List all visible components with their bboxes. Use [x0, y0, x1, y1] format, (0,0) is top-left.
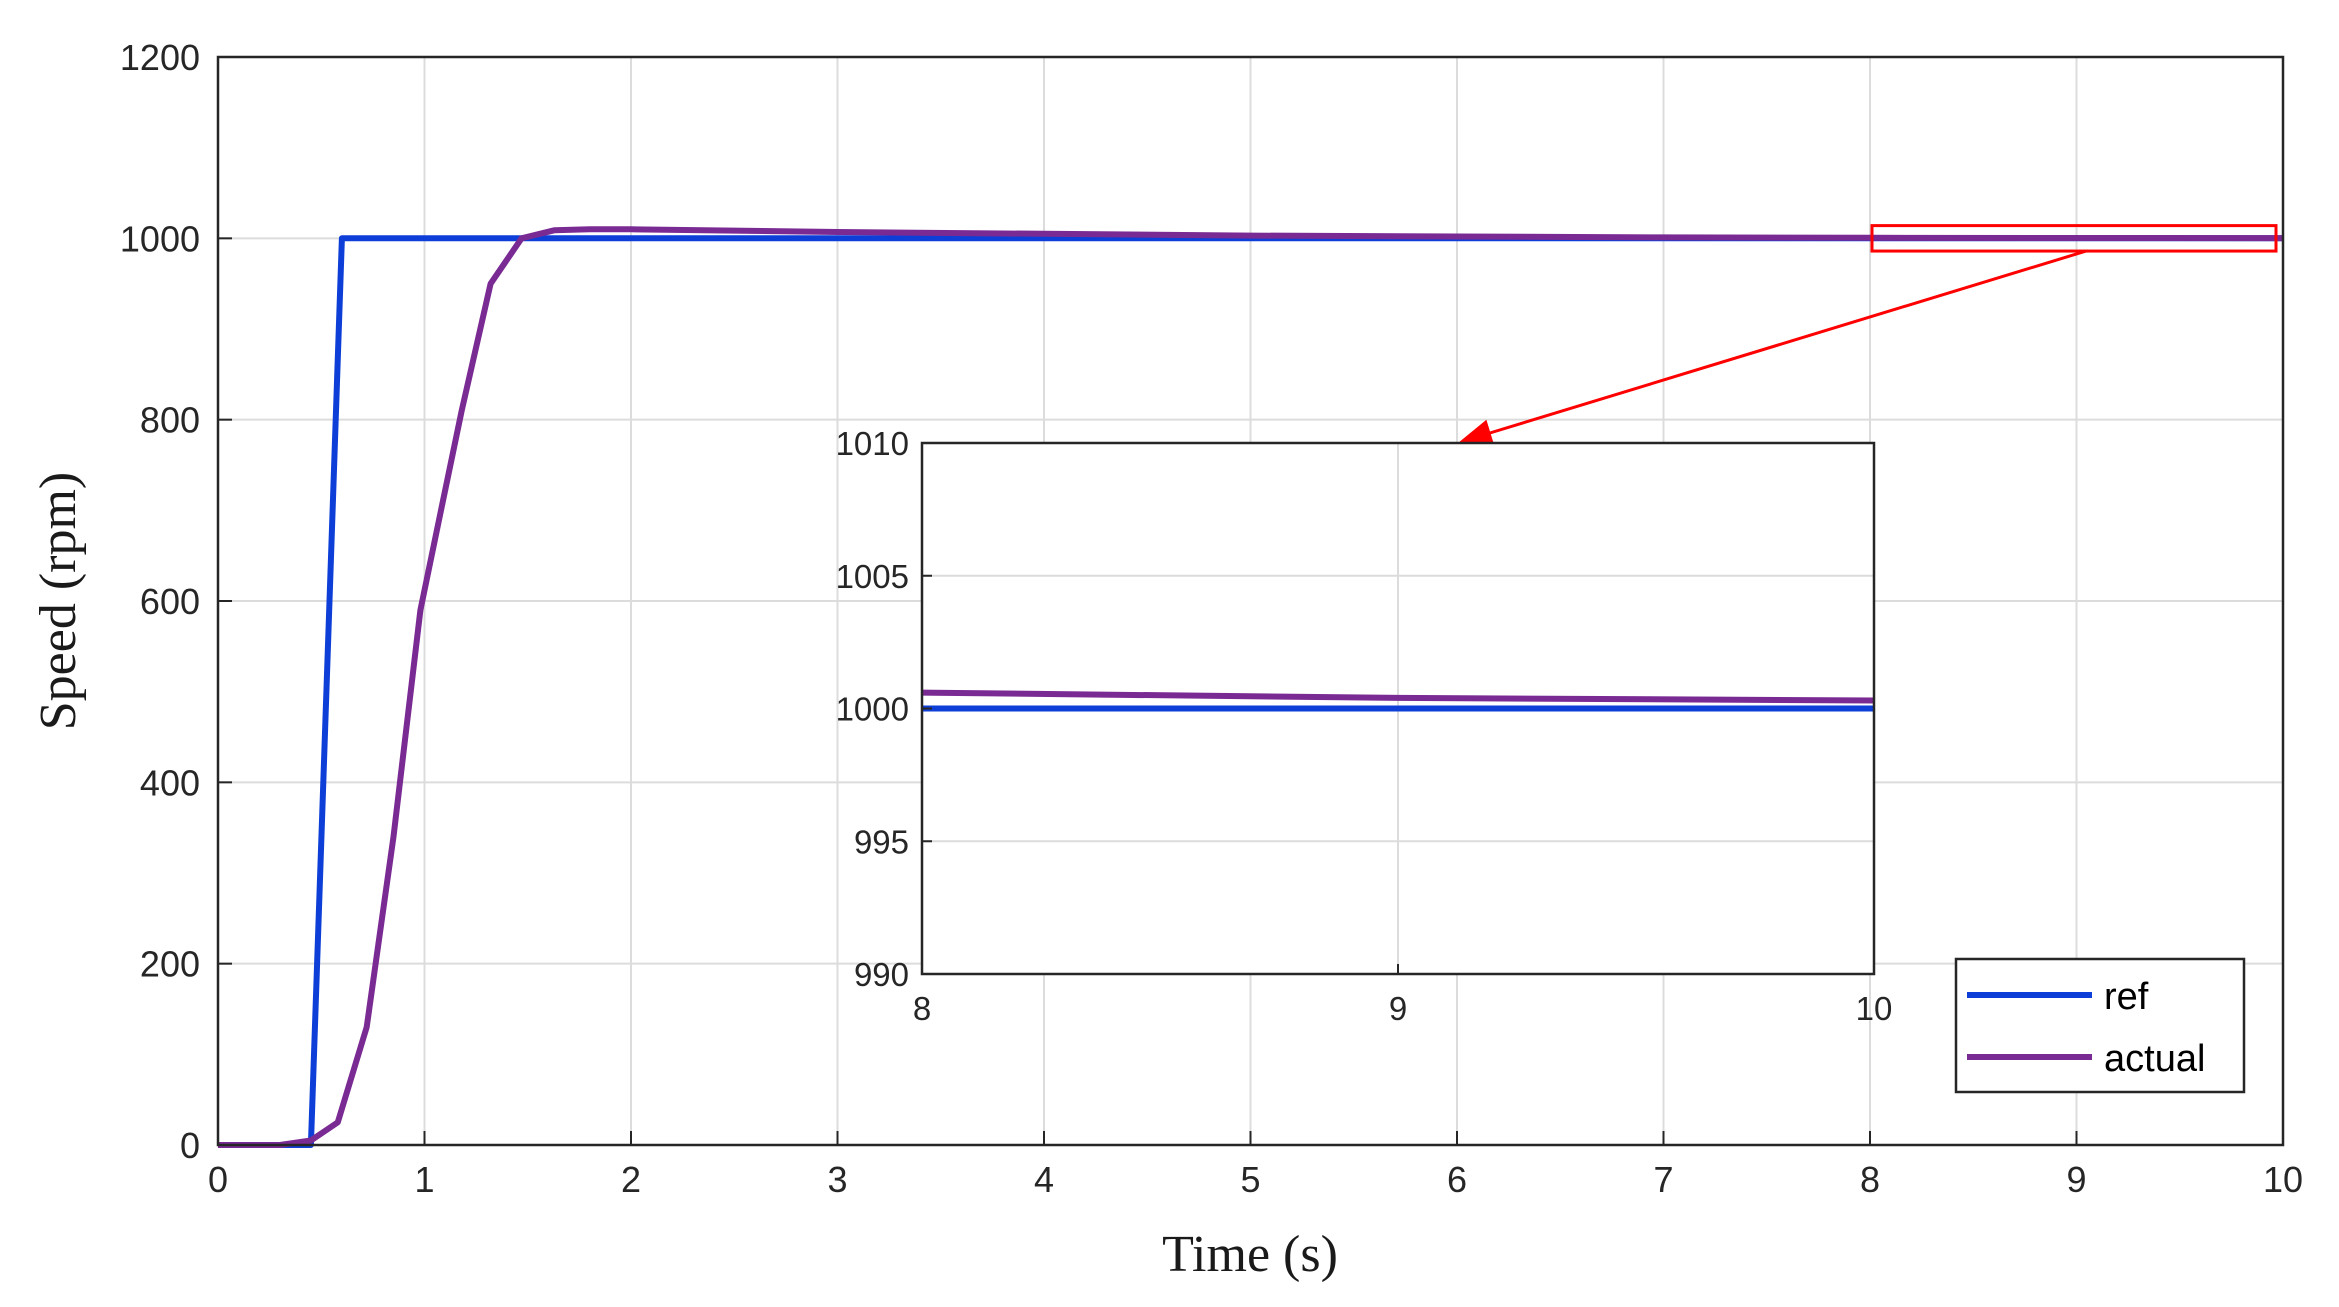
zoom-region-box [1870, 224, 2278, 253]
main-x-tick-labels: 0 1 2 3 4 5 6 7 8 9 10 [208, 1131, 2303, 1200]
legend-label-ref: ref [2104, 976, 2149, 1018]
x-tick-label: 8 [1860, 1159, 1880, 1200]
x-tick-label: 6 [1447, 1159, 1467, 1200]
x-tick-label: 7 [1653, 1159, 1673, 1200]
y-tick-label: 600 [140, 581, 200, 622]
x-tick-label: 1 [414, 1159, 434, 1200]
zoom-annotation [1458, 224, 2278, 447]
x-tick-label: 0 [208, 1159, 228, 1200]
inset-y-tick-label: 1000 [836, 691, 909, 728]
zoom-arrow-line [1479, 249, 2087, 438]
inset-y-tick-label: 990 [854, 956, 909, 993]
x-tick-label: 5 [1240, 1159, 1260, 1200]
inset-x-tick-label: 10 [1856, 990, 1893, 1027]
series-line-actual [218, 226, 2284, 1148]
x-tick-label: 3 [827, 1159, 847, 1200]
zoom-arrow-head [1458, 419, 1495, 447]
inset-y-tick-label: 1010 [836, 425, 909, 462]
inset-y-tick-label: 995 [854, 823, 909, 860]
x-tick-label: 10 [2263, 1159, 2303, 1200]
legend-box [1954, 957, 2246, 1094]
x-tick-label: 2 [621, 1159, 641, 1200]
y-tick-label: 1000 [120, 218, 200, 259]
inset-series [921, 689, 1875, 712]
legend-label-actual: actual [2104, 1038, 2205, 1080]
x-tick-label: 4 [1034, 1159, 1054, 1200]
y-tick-label: 400 [140, 762, 200, 803]
y-tick-label: 1200 [120, 37, 200, 78]
x-axis-title: Time (s) [1162, 1226, 1338, 1283]
y-tick-label: 200 [140, 944, 200, 985]
inset-x-tick-labels: 8 9 10 [913, 964, 1893, 1027]
inset-x-tick-label: 9 [1389, 990, 1407, 1027]
y-tick-label: 0 [180, 1125, 200, 1166]
x-tick-label: 9 [2066, 1159, 2086, 1200]
inset-y-tick-label: 1005 [836, 558, 909, 595]
inset-y-tick-labels: 990 995 1000 1005 1010 [836, 425, 932, 993]
y-axis-title: Speed (rpm) [30, 472, 87, 730]
inset-series-line-actual [921, 689, 1875, 704]
main-y-tick-labels: 0 200 400 600 800 1000 1200 [120, 37, 232, 1166]
inset-x-tick-label: 8 [913, 990, 931, 1027]
legend: ref actual [1954, 957, 2246, 1094]
y-tick-label: 800 [140, 400, 200, 441]
